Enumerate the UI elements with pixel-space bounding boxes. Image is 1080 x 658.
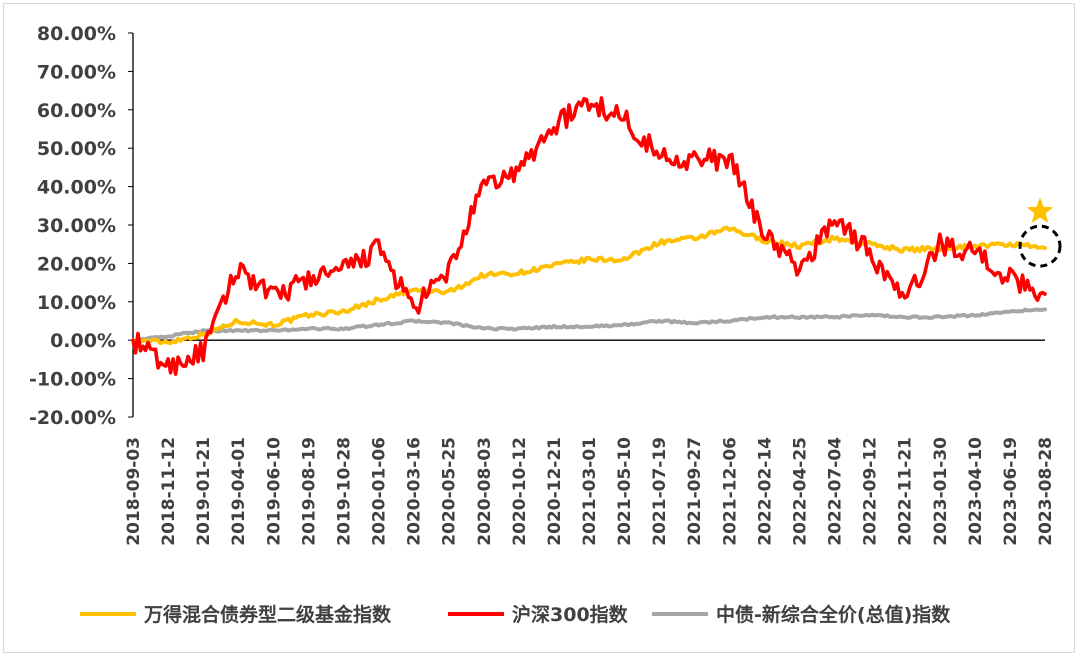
chart-frame: [3, 3, 1075, 653]
x-axis: 2018-09-03 2018-11-12 2019-01-21 2019-04-01…: [124, 339, 1056, 546]
series-group: [131, 96, 1047, 376]
y-axis: 80.00% 70.00% 60.00% 50.00% 40.00% 30.00% 20.0…: [29, 23, 134, 429]
y-tick-label: 10.00%: [37, 292, 116, 314]
x-tick-label: 2020-01-06: [370, 437, 390, 546]
x-tick-label: 2019-06-10: [264, 437, 284, 546]
x-tick-label: 2020-03-16: [405, 437, 425, 546]
y-tick-label: 0.00%: [50, 330, 116, 352]
highlight-circle: [1018, 224, 1062, 268]
x-tick-label: 2019-08-19: [299, 437, 319, 546]
y-tick-label: 20.00%: [37, 253, 116, 275]
x-tick-label: 2021-12-06: [720, 437, 740, 546]
x-tick-label: 2019-10-28: [334, 437, 354, 546]
x-tick-label: 2018-09-03: [124, 437, 144, 546]
series-line-2: [131, 307, 1047, 343]
x-tick-label: 2021-03-01: [580, 437, 600, 546]
x-tick-label: 2022-09-12: [861, 437, 881, 546]
legend-label-2: 中债-新综合全价(总值)指数: [716, 603, 951, 626]
legend-label-1: 沪深300指数: [512, 603, 629, 626]
y-tick-label: 50.00%: [37, 138, 116, 160]
annotations: [1018, 197, 1062, 268]
star-marker: [1026, 197, 1054, 223]
x-tick-label: 2022-11-21: [896, 437, 916, 546]
series-line-1: [131, 96, 1047, 376]
x-tick-label: 2020-12-21: [545, 437, 565, 546]
y-tick-label: -10.00%: [29, 369, 116, 391]
legend: 万得混合债券型二级基金指数 沪深300指数 中债-新综合全价(总值)指数: [80, 603, 951, 626]
y-tick-label: 80.00%: [37, 23, 116, 45]
x-tick-label: 2022-04-25: [790, 437, 810, 546]
y-tick-label: -20.00%: [29, 407, 116, 429]
x-tick-label: 2023-06-19: [1001, 437, 1021, 546]
y-tick-label: 70.00%: [37, 61, 116, 83]
x-tick-label: 2023-01-30: [931, 437, 951, 546]
x-tick-label: 2022-02-14: [755, 437, 775, 546]
x-tick-label: 2022-07-04: [826, 437, 846, 546]
x-tick-label: 2018-11-12: [159, 437, 179, 546]
y-tick-label: 30.00%: [37, 215, 116, 237]
y-tick-label: 40.00%: [37, 177, 116, 199]
x-tick-label: 2020-10-12: [510, 437, 530, 546]
x-tick-label: 2020-08-03: [475, 437, 495, 546]
x-tick-label: 2023-04-10: [966, 437, 986, 546]
x-tick-label: 2023-08-28: [1036, 437, 1056, 546]
legend-label-0: 万得混合债券型二级基金指数: [143, 603, 392, 626]
series-line-0: [131, 225, 1047, 346]
x-tick-label: 2021-09-27: [685, 437, 705, 546]
x-tick-label: 2019-01-21: [194, 437, 214, 546]
x-tick-label: 2019-04-01: [229, 437, 249, 546]
y-tick-label: 60.00%: [37, 100, 116, 122]
x-tick-label: 2021-07-19: [650, 437, 670, 546]
x-tick-label: 2020-05-25: [440, 437, 460, 546]
x-tick-label: 2021-05-10: [615, 437, 635, 546]
